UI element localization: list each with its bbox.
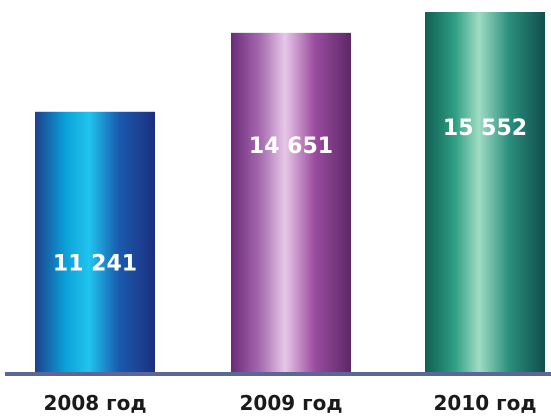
value-label-2009: 14 651 <box>249 134 333 159</box>
value-labels-group: 11 241 14 651 15 552 <box>53 116 527 277</box>
x-tick-label-2009: 2009 год <box>240 391 343 415</box>
bar-2009 <box>231 32 351 373</box>
x-tick-label-2010: 2010 год <box>434 391 537 415</box>
value-label-2010: 15 552 <box>443 116 527 141</box>
value-label-2008: 11 241 <box>53 252 137 277</box>
bars-group <box>35 12 545 373</box>
x-tick-label-2008: 2008 год <box>44 391 147 415</box>
bar-2010 <box>425 12 545 372</box>
x-tick-labels-group: 2008 год 2009 год 2010 год <box>44 391 537 415</box>
bar-2008 <box>35 111 155 373</box>
